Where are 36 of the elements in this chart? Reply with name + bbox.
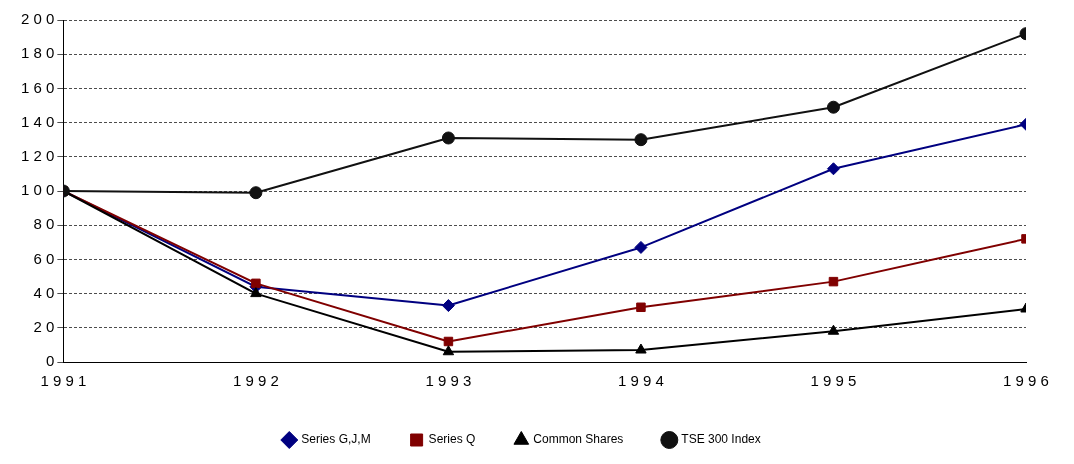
y-tick-label: 2 0	[33, 317, 55, 335]
x-tick-label: 1 9 9 6	[1003, 372, 1049, 390]
x-tick-label: 1 9 9 2	[232, 372, 279, 390]
point	[826, 100, 840, 114]
point	[441, 299, 455, 313]
y-tick-label: 1 6 0	[20, 78, 55, 96]
x-tick-label: 1 9 9 5	[810, 372, 857, 390]
point	[635, 343, 647, 354]
point	[442, 345, 455, 356]
point	[636, 302, 646, 313]
x-tick-label: 1 9 9 1	[40, 372, 87, 390]
point	[251, 278, 261, 289]
y-tick-label: 0	[46, 352, 55, 370]
point	[441, 131, 455, 145]
point	[443, 336, 454, 347]
y-tick-label: 1 2 0	[20, 146, 55, 164]
legend-label: Common Shares	[533, 432, 624, 447]
legend-label: Series Q	[428, 432, 476, 447]
y-tick-label: 4 0	[33, 283, 55, 301]
y-tick-label: 1 8 0	[20, 44, 55, 62]
point	[634, 240, 648, 254]
point	[250, 287, 262, 298]
y-tick-label: 1 4 0	[20, 112, 55, 130]
y-tick-label: 2 0 0	[20, 10, 55, 28]
y-tick-label: 6 0	[33, 249, 55, 267]
point	[826, 162, 840, 176]
point	[828, 276, 839, 287]
point	[634, 133, 648, 147]
legend-label: TSE 300 Index	[681, 432, 761, 447]
y-tick-label: 8 0	[33, 215, 55, 233]
point	[249, 186, 263, 200]
legend-label: Series G,J,M	[301, 432, 371, 447]
point	[827, 324, 840, 335]
y-tick-label: 1 0 0	[20, 181, 55, 199]
x-tick-label: 1 9 9 3	[425, 372, 472, 390]
x-tick-label: 1 9 9 4	[618, 372, 664, 390]
